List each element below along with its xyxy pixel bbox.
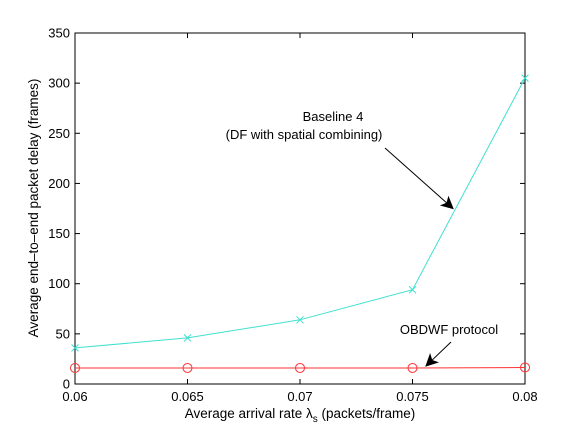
y-tick-label: 100: [48, 276, 70, 291]
y-tick-label: 300: [48, 76, 70, 91]
series-baseline4: [71, 74, 529, 352]
annotation-text: OBDWF protocol: [400, 322, 498, 337]
x-axis-label-symbol: λ: [306, 406, 313, 421]
x-tick-label: 0.065: [171, 389, 204, 404]
y-tick-label: 250: [48, 126, 70, 141]
annotation-baseline4: Baseline 4 (DF with spatial combining): [226, 109, 454, 210]
y-tick-label: 50: [56, 326, 70, 341]
x-tick-label: 0.075: [396, 389, 429, 404]
data-point-obdwf: [520, 362, 530, 373]
data-point-obdwf: [70, 362, 80, 373]
data-point-baseline4: [71, 344, 79, 352]
annotation-text: Baseline 4: [303, 109, 364, 124]
annotation-text: (DF with spatial combining): [226, 127, 383, 142]
annotation-layer: Baseline 4 (DF with spatial combining) OBD…: [226, 109, 498, 367]
x-axis: 0.06 0.065 0.07 0.075 0.08: [62, 33, 538, 404]
annotation-arrow: [384, 147, 454, 210]
x-axis-label-subscript: s: [313, 414, 318, 425]
data-point-baseline4: [183, 334, 192, 342]
x-tick-label: 0.06: [62, 389, 87, 404]
series-obdwf: [70, 362, 530, 373]
annotation-obdwf: OBDWF protocol: [400, 322, 498, 367]
x-axis-label-unit: (packets/frame): [318, 406, 416, 421]
y-tick-label: 200: [48, 176, 70, 191]
data-point-obdwf: [407, 362, 418, 373]
data-point-baseline4: [296, 315, 304, 324]
series-layer: [70, 74, 530, 373]
y-axis: 0 50 100 150 200 250 300 350: [48, 26, 525, 392]
data-point-baseline4: [408, 285, 417, 294]
x-axis-label-text: Average arrival rate: [185, 406, 306, 421]
x-tick-label: 0.07: [287, 389, 312, 404]
x-tick-label: 0.08: [512, 389, 537, 404]
data-point-obdwf: [182, 362, 193, 373]
y-tick-label: 350: [48, 26, 70, 41]
x-axis-label: Average arrival rate λs (packets/frame): [185, 406, 416, 425]
data-point-obdwf: [295, 362, 305, 373]
y-tick-label: 150: [48, 226, 70, 241]
y-axis-label: Average end–to–end packet delay (frames): [26, 79, 41, 338]
annotation-arrow: [425, 341, 452, 367]
y-tick-label: 0: [63, 377, 70, 392]
series-line-obdwf: [75, 367, 526, 369]
data-point-baseline4: [521, 74, 529, 82]
